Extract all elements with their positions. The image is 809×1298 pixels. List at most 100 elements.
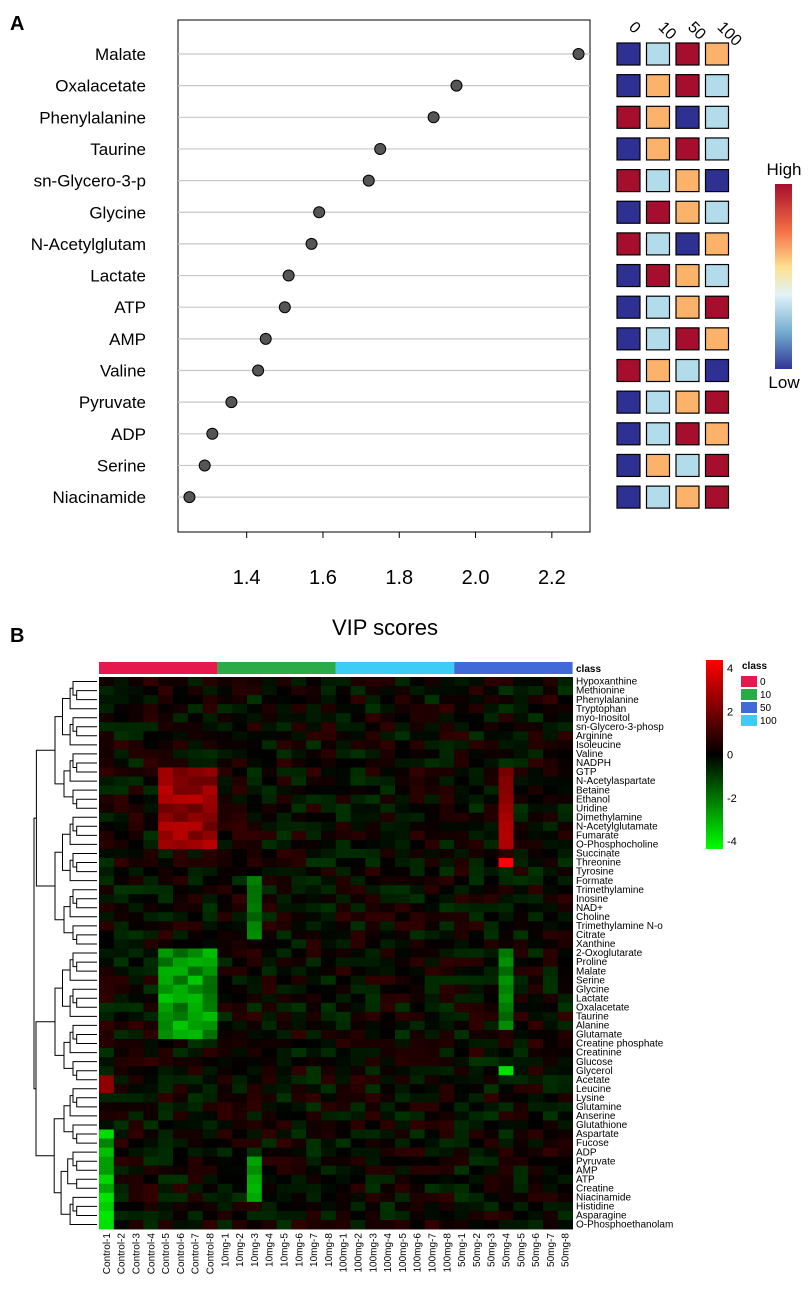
heatmap-cell: [483, 1029, 499, 1040]
heatmap-cell: [409, 894, 425, 904]
heatmap-cell: [187, 1075, 203, 1085]
heatmap-cell: [335, 1183, 351, 1194]
heatmap-cell: [543, 785, 559, 796]
heatmap-cell: [557, 1093, 573, 1103]
data-point: [225, 396, 238, 409]
heatmap-cell: [395, 848, 411, 859]
heatmap-cell: [543, 867, 559, 877]
heatmap-cell: [543, 1048, 559, 1058]
heatmap-cell: [439, 848, 455, 859]
heatmap-cell: [350, 1174, 366, 1185]
heatmap-cell: [113, 848, 129, 859]
heatmap-cell: [543, 993, 559, 1004]
heatmap-cell: [335, 957, 351, 967]
heatmap-cell: [350, 1201, 366, 1212]
heatmap-cell: [143, 867, 159, 877]
heatmap-cell: [439, 686, 455, 696]
heatmap-cell: [321, 722, 337, 732]
heatmap-cell: [128, 1057, 144, 1067]
heatmap-cell: [365, 758, 381, 768]
heatmap-cell: [335, 984, 351, 995]
heatmap-cell: [513, 722, 529, 732]
heatmap-cell: [247, 1093, 263, 1103]
heatmap-cell: [247, 758, 263, 768]
heatmap-cell: [158, 1084, 174, 1094]
heatmap-cell: [113, 749, 129, 759]
heatmap-cell: [143, 1093, 159, 1103]
heatmap-cell: [350, 686, 366, 696]
heatmap-cell: [439, 1084, 455, 1094]
row-label: ATP: [576, 1174, 595, 1185]
heatmap-cell: [557, 821, 573, 832]
heatmap-cell: [424, 1066, 440, 1076]
heatmap-cell: [99, 830, 115, 841]
heatmap-cell: [528, 695, 544, 705]
dendrogram-branch: [69, 896, 97, 918]
heatmap-cell: [335, 1120, 351, 1130]
group-level-cell: [645, 327, 671, 351]
heatmap-cell: [143, 885, 159, 895]
heatmap-cell: [528, 1210, 544, 1221]
heatmap-cell: [335, 695, 351, 705]
heatmap-cell: [365, 1084, 381, 1094]
heatmap-cell: [202, 812, 218, 823]
heatmap-cell: [557, 1020, 573, 1031]
heatmap-cell: [365, 722, 381, 732]
heatmap-cell: [409, 1201, 425, 1212]
heatmap-cell: [321, 839, 337, 850]
heatmap-cell: [424, 1039, 440, 1049]
column-label: Control-8: [206, 1233, 217, 1275]
heatmap-cell: [128, 713, 144, 723]
heatmap-cell: [187, 966, 203, 977]
heatmap-cell: [513, 1138, 529, 1148]
heatmap-cell: [365, 957, 381, 967]
heatmap-cell: [543, 1002, 559, 1013]
heatmap-cell: [306, 1039, 322, 1049]
heatmap-cell: [247, 1029, 263, 1040]
heatmap-cell: [557, 830, 573, 841]
heatmap-cell: [498, 930, 514, 940]
heatmap-cell: [113, 767, 129, 777]
heatmap-cell: [99, 785, 115, 796]
heatmap-cell: [232, 1156, 248, 1167]
heatmap-cell: [113, 1192, 129, 1203]
heatmap-cell: [483, 948, 499, 958]
heatmap-cell: [158, 1220, 174, 1230]
heatmap-cell: [276, 776, 292, 786]
heatmap-cell: [424, 776, 440, 786]
row-label: Malate: [576, 966, 606, 977]
heatmap-cell: [557, 794, 573, 805]
heatmap-cell: [113, 1210, 129, 1221]
heatmap-cell: [409, 1075, 425, 1085]
heatmap-cell: [232, 939, 248, 949]
heatmap-cell: [99, 1120, 115, 1130]
heatmap-cell: [143, 785, 159, 796]
heatmap-cell: [439, 1020, 455, 1031]
row-label: AMP: [576, 1165, 598, 1176]
heatmap-cell: [528, 722, 544, 732]
heatmap-cell: [424, 984, 440, 995]
heatmap-cell: [439, 1156, 455, 1167]
dendrogram-branch: [35, 1021, 55, 1157]
heatmap-cell: [158, 812, 174, 823]
heatmap-cell: [395, 1039, 411, 1049]
heatmap-cell: [513, 1102, 529, 1112]
row-label: Arginine: [576, 731, 613, 742]
heatmap-cell: [128, 1029, 144, 1040]
heatmap-cell: [321, 1192, 337, 1203]
heatmap-cell: [454, 1192, 470, 1203]
heatmap-cell: [158, 948, 174, 958]
heatmap-cell: [454, 1183, 470, 1194]
dendrogram-branch: [76, 961, 97, 972]
heatmap-cell: [232, 912, 248, 922]
heatmap-cell: [173, 1020, 189, 1031]
heatmap-cell: [261, 722, 277, 732]
heatmap-cell: [513, 1002, 529, 1013]
heatmap-cell: [217, 677, 233, 687]
heatmap-cell: [498, 1201, 514, 1212]
heatmap-cell: [187, 1138, 203, 1148]
heatmap-cell: [483, 812, 499, 823]
heatmap-cell: [380, 677, 396, 687]
heatmap-cell: [173, 975, 189, 986]
heatmap-cell: [158, 731, 174, 741]
